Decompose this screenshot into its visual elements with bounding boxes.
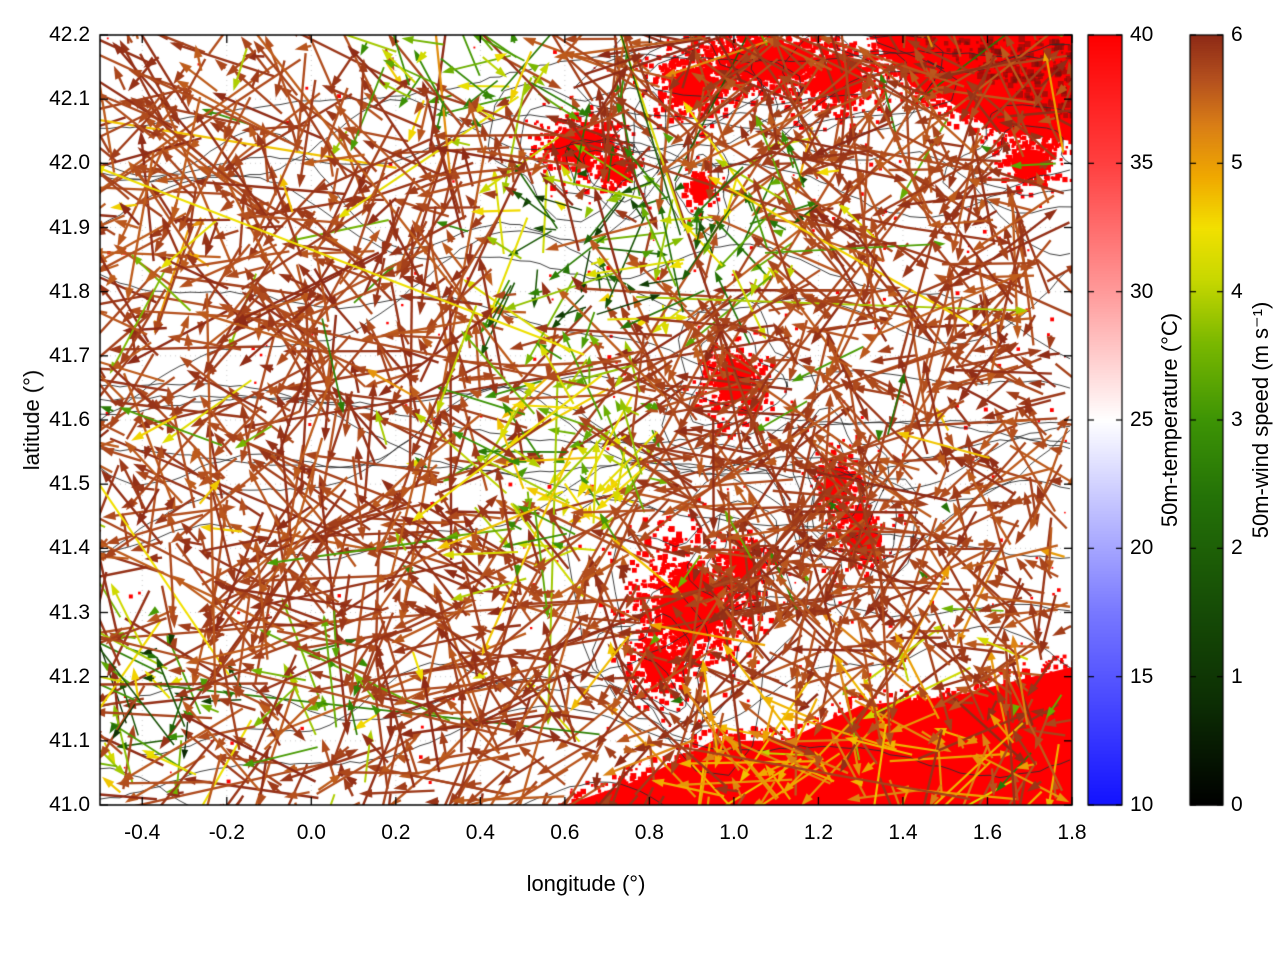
temperature-colorbar-label: 50m-temperature (°C) — [1157, 312, 1182, 528]
y-axis-label: latitude (°) — [19, 369, 44, 471]
wind-colorbar-label: 50m-wind speed (m s⁻¹) — [1248, 301, 1273, 539]
x-axis-label: longitude (°) — [526, 871, 646, 896]
